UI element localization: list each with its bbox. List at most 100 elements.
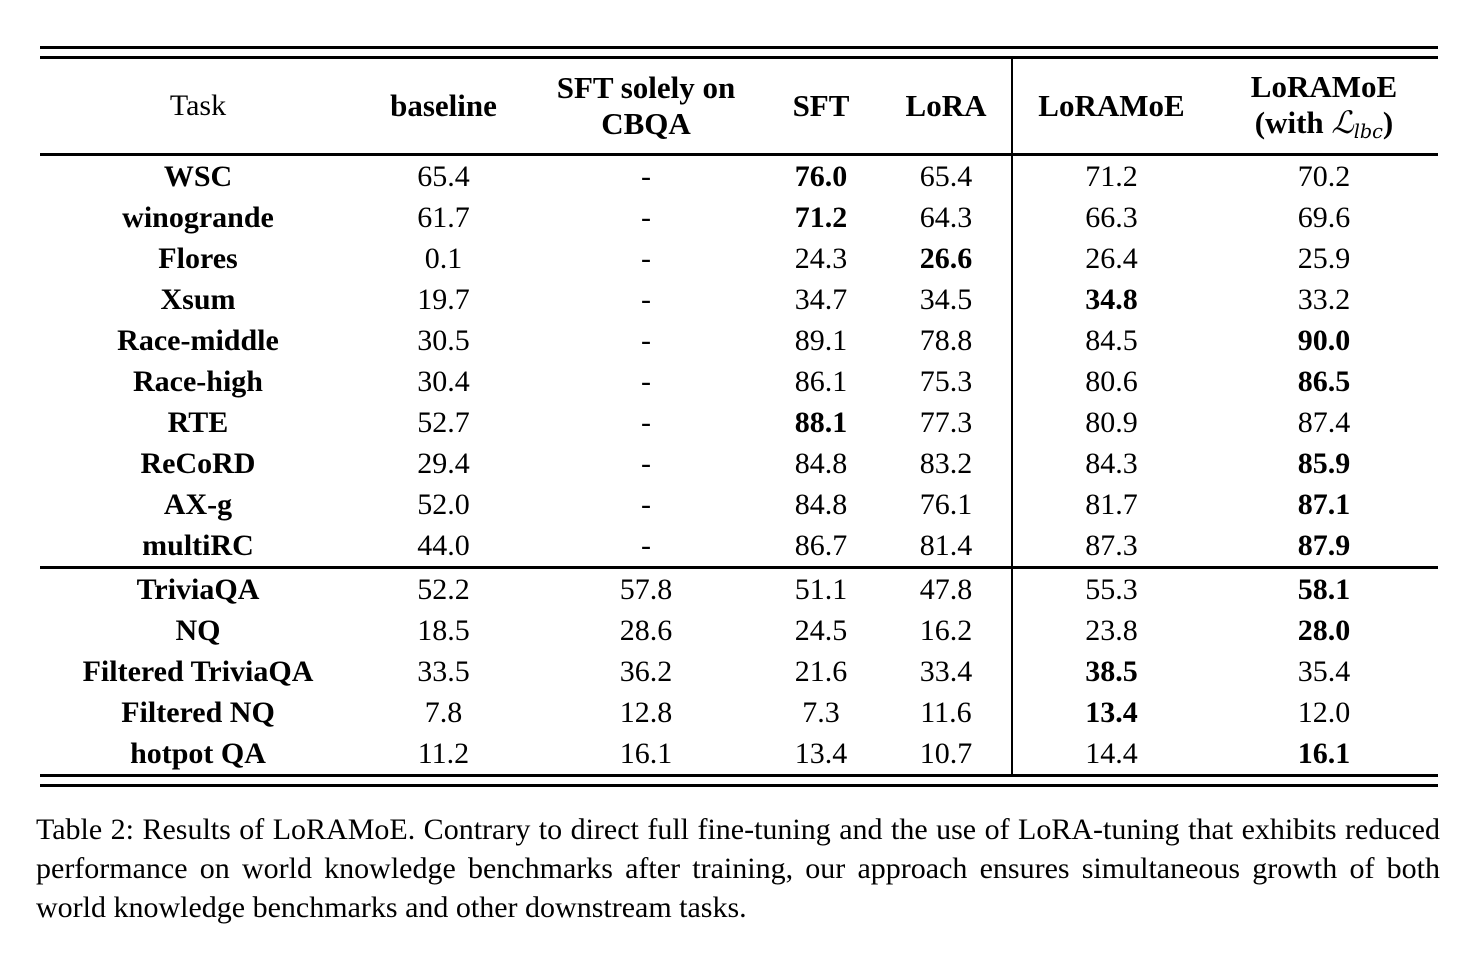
value-cell: 88.1: [794, 406, 848, 439]
table-row: Filtered TriviaQA 33.5 36.2 21.6 33.4 38.5 35.…: [40, 651, 1438, 692]
value-cell: 76.1: [919, 488, 973, 521]
value-cell: 77.3: [919, 406, 973, 439]
table-row: ReCoRD 29.4 - 84.8 83.2 84.3 85.9: [40, 443, 1438, 484]
value-cell: 36.2: [619, 655, 673, 688]
value-cell: 33.2: [1297, 283, 1351, 316]
loss-lbc-subscript: lbc: [1353, 119, 1383, 143]
task-cell: Filtered TriviaQA: [82, 655, 314, 688]
value-cell: 13.4: [1011, 692, 1210, 733]
value-cell: 33.5: [417, 655, 470, 688]
header-row: Task baseline SFT solely on CBQA SFT LoR…: [40, 59, 1438, 156]
value-cell: 12.0: [1297, 696, 1351, 729]
value-cell: 85.9: [1297, 447, 1351, 480]
column-header-loramoe-lbc-line1: LoRAMoE: [1250, 69, 1398, 105]
column-header-task: Task: [40, 59, 356, 156]
value-cell: 21.6: [794, 655, 848, 688]
value-cell: 81.7: [1011, 484, 1210, 525]
task-cell: hotpot QA: [130, 737, 266, 770]
value-cell: 26.4: [1011, 238, 1210, 279]
value-cell: 66.3: [1011, 197, 1210, 238]
task-cell: Xsum: [160, 283, 236, 316]
value-cell: 86.7: [761, 525, 881, 569]
value-cell: 25.9: [1297, 242, 1351, 275]
value-cell: 51.1: [794, 573, 848, 606]
task-cell: winogrande: [122, 201, 274, 234]
value-cell: 23.8: [1011, 610, 1210, 651]
table-caption: Table 2: Results of LoRAMoE. Contrary to…: [36, 813, 1440, 924]
task-cell: ReCoRD: [140, 447, 256, 480]
table-row: TriviaQA 52.2 57.8 51.1 47.8 55.3 58.1: [40, 567, 1438, 610]
column-header-loramoe-lbc-line2: (with ℒlbc): [1210, 105, 1438, 143]
value-cell: 18.5: [417, 614, 470, 647]
value-cell: 84.8: [794, 447, 848, 480]
value-cell: 80.9: [1011, 402, 1210, 443]
value-cell: 7.8: [424, 696, 463, 729]
value-cell: 65.4: [919, 160, 973, 193]
value-cell: -: [641, 160, 651, 193]
value-cell: 86.5: [1297, 365, 1351, 398]
value-cell: -: [531, 525, 761, 569]
value-cell: -: [641, 447, 651, 480]
table-body-worldknowledge: TriviaQA 52.2 57.8 51.1 47.8 55.3 58.1 NQ 18.5 28…: [40, 567, 1438, 774]
table-row: Xsum 19.7 - 34.7 34.5 34.8 33.2: [40, 279, 1438, 320]
task-cell: Race-high: [133, 365, 263, 398]
value-cell: -: [641, 242, 651, 275]
value-cell: 84.3: [1011, 443, 1210, 484]
value-cell: 34.5: [919, 283, 973, 316]
value-cell: 12.8: [619, 696, 673, 729]
task-cell: RTE: [167, 406, 229, 439]
table-row: Race-high 30.4 - 86.1 75.3 80.6 86.5: [40, 361, 1438, 402]
column-header-sft-cbqa: SFT solely on CBQA: [531, 59, 761, 156]
value-cell: -: [641, 283, 651, 316]
task-cell: TriviaQA: [136, 573, 260, 606]
column-header-sft-cbqa-line1: SFT solely on: [556, 70, 736, 106]
value-cell: 19.7: [417, 283, 470, 316]
table-row: winogrande 61.7 - 71.2 64.3 66.3 69.6: [40, 197, 1438, 238]
column-header-sft: SFT: [761, 59, 881, 156]
value-cell: 61.7: [417, 201, 470, 234]
table-body-downstream: WSC 65.4 - 76.0 65.4 71.2 70.2 winogrande 61.7 - 7…: [40, 154, 1438, 569]
value-cell: 30.5: [417, 324, 470, 357]
value-cell: 34.8: [1011, 279, 1210, 320]
value-cell: 44.0: [356, 525, 531, 569]
value-cell: 70.2: [1297, 160, 1351, 193]
value-cell: 14.4: [1011, 733, 1210, 774]
value-cell: 16.1: [619, 737, 673, 770]
value-cell: 89.1: [794, 324, 848, 357]
value-cell: 57.8: [619, 573, 673, 606]
task-cell: Filtered NQ: [121, 696, 275, 729]
value-cell: 71.2: [794, 201, 848, 234]
table-row: WSC 65.4 - 76.0 65.4 71.2 70.2: [40, 154, 1438, 197]
value-cell: -: [641, 201, 651, 234]
value-cell: 35.4: [1297, 655, 1351, 688]
value-cell: 34.7: [794, 283, 848, 316]
task-cell: Race-middle: [117, 324, 279, 357]
close-paren: ): [1382, 104, 1394, 140]
value-cell: 10.7: [919, 737, 973, 770]
table-row: Filtered NQ 7.8 12.8 7.3 11.6 13.4 12.0: [40, 692, 1438, 733]
table-row: Flores 0.1 - 24.3 26.6 26.4 25.9: [40, 238, 1438, 279]
value-cell: 86.1: [794, 365, 848, 398]
column-header-baseline: baseline: [356, 59, 531, 156]
value-cell: -: [641, 365, 651, 398]
value-cell: 24.3: [794, 242, 848, 275]
value-cell: 0.1: [424, 242, 463, 275]
task-cell: WSC: [163, 160, 233, 193]
value-cell: 55.3: [1011, 567, 1210, 610]
value-cell: 30.4: [417, 365, 470, 398]
column-header-sft-cbqa-line2: CBQA: [601, 106, 691, 141]
value-cell: 47.8: [919, 573, 973, 606]
value-cell: -: [641, 324, 651, 357]
column-header-loramoe-lbc: LoRAMoE (with ℒlbc): [1210, 59, 1438, 156]
top-double-rule: [40, 46, 1438, 59]
results-table: Task baseline SFT solely on CBQA SFT LoR…: [40, 46, 1438, 787]
value-cell: 90.0: [1297, 324, 1351, 357]
table-row: RTE 52.7 - 88.1 77.3 80.9 87.4: [40, 402, 1438, 443]
value-cell: 28.6: [619, 614, 673, 647]
value-cell: 87.9: [1210, 525, 1438, 569]
value-cell: 24.5: [794, 614, 848, 647]
value-cell: 58.1: [1297, 573, 1351, 606]
value-cell: 87.1: [1297, 488, 1351, 521]
value-cell: 76.0: [794, 160, 848, 193]
value-cell: 52.0: [417, 488, 470, 521]
